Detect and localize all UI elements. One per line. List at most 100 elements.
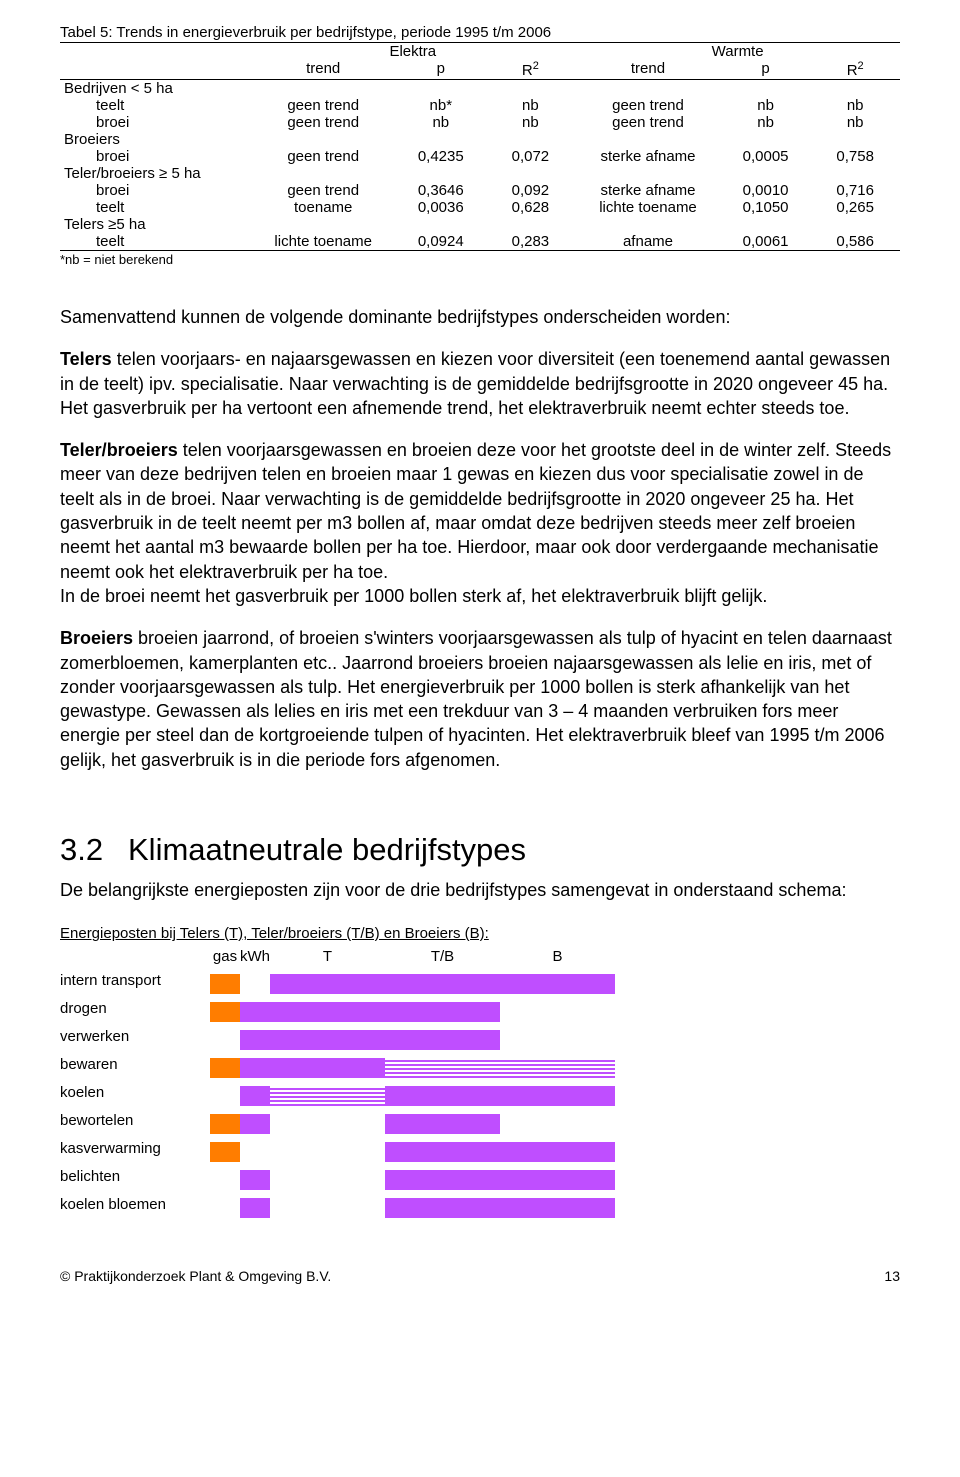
body-text: Samenvattend kunnen de volgende dominant… [60, 305, 900, 772]
para-intro: Samenvattend kunnen de volgende dominant… [60, 305, 900, 329]
table-cell: geen trend [250, 97, 396, 114]
chart-row-label: koelen [60, 1082, 210, 1110]
chart-cell [210, 998, 240, 1026]
energy-chart: gaskWhTT/BBintern transportdrogenverwerk… [60, 948, 615, 1222]
chart-swatch [270, 974, 385, 994]
chart-cell [270, 1194, 385, 1222]
chart-row-label: verwerken [60, 1026, 210, 1054]
col-trend-2: trend [575, 60, 721, 80]
row-label: broei [60, 114, 250, 131]
chart-swatch [500, 1058, 615, 1078]
chart-row: intern transport [60, 970, 615, 998]
chart-swatch [210, 1058, 240, 1078]
row-label: broei [60, 182, 250, 199]
chart-swatch [270, 1114, 385, 1134]
chart-cell [270, 1082, 385, 1110]
chart-col-header-T: T [270, 948, 385, 970]
chart-swatch [270, 1002, 385, 1022]
chart-cell [210, 1194, 240, 1222]
chart-cell [210, 1026, 240, 1054]
chart-cell [270, 1138, 385, 1166]
chart-swatch [385, 1114, 500, 1134]
table5-title: Tabel 5: Trends in energieverbruik per b… [60, 24, 900, 43]
chart-swatch [240, 1142, 270, 1162]
chart-swatch [500, 1086, 615, 1106]
chart-swatch [270, 1198, 385, 1218]
chart-cell [270, 1054, 385, 1082]
chart-row: bewortelen [60, 1110, 615, 1138]
table-cell: 0,265 [810, 199, 900, 216]
chart-cell [210, 970, 240, 998]
table-cell: nb [721, 114, 811, 131]
table5-col-header: trend p R2 trend p R2 [60, 60, 900, 80]
section-heading: 3.2Klimaatneutrale bedrijfstypes [60, 832, 900, 868]
chart-swatch [210, 1002, 240, 1022]
table-cell: 0,092 [486, 182, 576, 199]
chart-swatch [270, 1142, 385, 1162]
chart-cell [500, 1026, 615, 1054]
chart-cell [500, 1054, 615, 1082]
chart-row-label: intern transport [60, 970, 210, 998]
chart-col-header-gas: gas [210, 948, 240, 970]
table-cell: geen trend [575, 97, 721, 114]
row-label: broei [60, 148, 250, 165]
table-cell: afname [575, 233, 721, 251]
table5-section-label: Broeiers [60, 131, 900, 148]
chart-cell [385, 1026, 500, 1054]
table-cell: sterke afname [575, 148, 721, 165]
table-cell: 0,716 [810, 182, 900, 199]
chart-cell [240, 1054, 270, 1082]
table-row: teelttoename0,00360,628lichte toename0,1… [60, 199, 900, 216]
section-title: Klimaatneutrale bedrijfstypes [128, 832, 526, 867]
chart-swatch [240, 1114, 270, 1134]
chart-swatch [385, 1198, 500, 1218]
chart-swatch [385, 1142, 500, 1162]
chart-swatch [385, 1030, 500, 1050]
table5: Elektra Warmte trend p R2 trend p R2 Bed… [60, 43, 900, 251]
chart-swatch [210, 1114, 240, 1134]
footer-left: © Praktijkonderzoek Plant & Omgeving B.V… [60, 1268, 331, 1284]
para-broeiers: Broeiers broeien jaarrond, of broeien s'… [60, 626, 900, 772]
chart-cell [500, 1138, 615, 1166]
chart-swatch [210, 1170, 240, 1190]
footer-page-number: 13 [884, 1268, 900, 1284]
table5-section-row: Broeiers [60, 131, 900, 148]
section-intro: De belangrijkste energieposten zijn voor… [60, 880, 900, 901]
chart-swatch [385, 1086, 500, 1106]
chart-row-label: bewortelen [60, 1110, 210, 1138]
table-cell: 0,586 [810, 233, 900, 251]
table5-footnote: *nb = niet berekend [60, 252, 900, 267]
chart-cell [210, 1054, 240, 1082]
bold-broeiers: Broeiers [60, 628, 133, 648]
para-telerbroeiers: Teler/broeiers telen voorjaarsgewassen e… [60, 438, 900, 584]
table-cell: geen trend [250, 148, 396, 165]
chart-cell [270, 1110, 385, 1138]
chart-cell [270, 998, 385, 1026]
col-r2-2: R2 [810, 60, 900, 80]
table5-section-label: Bedrijven < 5 ha [60, 80, 900, 97]
chart-cell [240, 970, 270, 998]
chart-header-spacer [60, 948, 210, 970]
chart-cell [240, 1026, 270, 1054]
chart-swatch [385, 974, 500, 994]
chart-swatch [210, 1198, 240, 1218]
chart-cell [385, 1194, 500, 1222]
chart-row-label: koelen bloemen [60, 1194, 210, 1222]
chart-cell [385, 1138, 500, 1166]
chart-cell [270, 970, 385, 998]
table-row: broeigeen trend0,36460,092sterke afname0… [60, 182, 900, 199]
table-cell: 0,3646 [396, 182, 486, 199]
chart-cell [500, 1194, 615, 1222]
table-cell: nb [396, 114, 486, 131]
group-warmte: Warmte [575, 43, 900, 60]
table-cell: geen trend [575, 114, 721, 131]
chart-cell [210, 1138, 240, 1166]
chart-swatch [240, 1030, 270, 1050]
table-cell: sterke afname [575, 182, 721, 199]
chart-swatch [500, 1002, 615, 1022]
table5-section-label: Telers ≥5 ha [60, 216, 900, 233]
chart-cell [240, 1166, 270, 1194]
chart-swatch [210, 1030, 240, 1050]
chart-swatch [270, 1170, 385, 1190]
col-p-1: p [396, 60, 486, 80]
